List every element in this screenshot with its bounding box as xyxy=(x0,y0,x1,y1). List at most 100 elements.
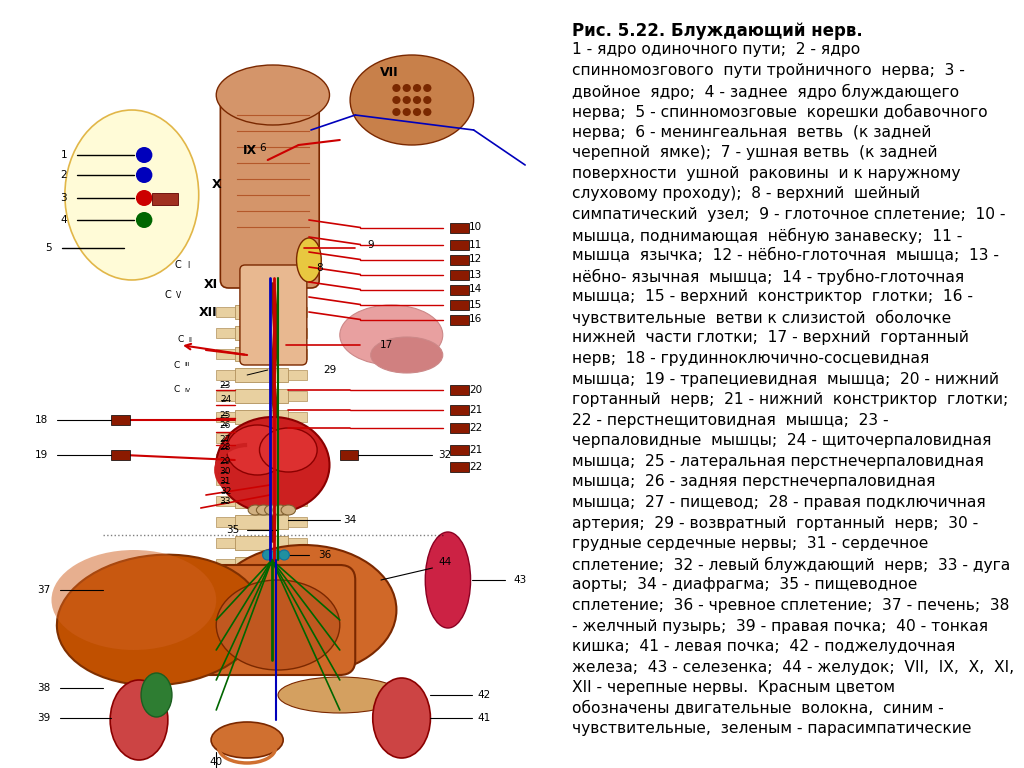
FancyBboxPatch shape xyxy=(234,431,289,445)
Ellipse shape xyxy=(262,550,272,560)
Text: 34: 34 xyxy=(343,515,356,525)
Text: артерия;  29 - возвратный  гортанный  нерв;  30 -: артерия; 29 - возвратный гортанный нерв;… xyxy=(571,515,978,531)
Text: 35: 35 xyxy=(226,525,240,535)
Ellipse shape xyxy=(136,212,153,228)
Text: 29: 29 xyxy=(220,458,231,466)
Text: 1 - ядро одиночного пути;  2 - ядро: 1 - ядро одиночного пути; 2 - ядро xyxy=(571,42,860,58)
Ellipse shape xyxy=(423,96,431,104)
Ellipse shape xyxy=(282,505,296,515)
FancyBboxPatch shape xyxy=(289,328,307,338)
Text: мышца;  27 - пищевод;  28 - правая подключичная: мышца; 27 - пищевод; 28 - правая подключ… xyxy=(571,495,985,510)
Text: 11: 11 xyxy=(469,240,482,250)
Text: 20: 20 xyxy=(469,385,482,395)
Text: IV: IV xyxy=(184,388,190,392)
FancyBboxPatch shape xyxy=(450,223,469,233)
Text: 1: 1 xyxy=(60,150,68,160)
Ellipse shape xyxy=(392,108,400,116)
FancyBboxPatch shape xyxy=(289,496,307,506)
Ellipse shape xyxy=(392,84,400,92)
Text: гортанный  нерв;  21 - нижний  констриктор  глотки;: гортанный нерв; 21 - нижний констриктор … xyxy=(571,392,1008,407)
Text: 31: 31 xyxy=(220,478,231,486)
Text: мышца, поднимающая  нёбную занавеску;  11 -: мышца, поднимающая нёбную занавеску; 11 … xyxy=(571,227,963,243)
Text: 10: 10 xyxy=(469,223,482,233)
Text: нерва;  6 - менингеальная  ветвь  (к задней: нерва; 6 - менингеальная ветвь (к задней xyxy=(571,124,931,140)
Text: нёбно- язычная  мышца;  14 - трубно-глоточная: нёбно- язычная мышца; 14 - трубно-глоточ… xyxy=(571,269,964,285)
Ellipse shape xyxy=(297,238,322,282)
Text: Рис. 5.22. Блуждающий нерв.: Рис. 5.22. Блуждающий нерв. xyxy=(571,22,862,39)
FancyBboxPatch shape xyxy=(112,415,130,425)
FancyBboxPatch shape xyxy=(450,300,469,310)
FancyBboxPatch shape xyxy=(289,370,307,380)
FancyBboxPatch shape xyxy=(340,450,358,460)
FancyBboxPatch shape xyxy=(289,307,307,317)
FancyBboxPatch shape xyxy=(234,368,289,382)
Text: 8: 8 xyxy=(315,263,323,273)
FancyBboxPatch shape xyxy=(216,496,234,506)
FancyBboxPatch shape xyxy=(112,450,130,460)
Text: - желчный пузырь;  39 - правая почка;  40 - тонкая: - желчный пузырь; 39 - правая почка; 40 … xyxy=(571,618,988,634)
Text: слуховому проходу);  8 - верхний  шейный: слуховому проходу); 8 - верхний шейный xyxy=(571,187,920,201)
Text: спинномозгового  пути тройничного  нерва;  3 -: спинномозгового пути тройничного нерва; … xyxy=(571,63,965,78)
Text: 32: 32 xyxy=(220,488,231,496)
Text: 14: 14 xyxy=(469,284,482,294)
FancyBboxPatch shape xyxy=(216,517,234,527)
Text: мышца;  26 - задняя перстнечерпаловидная: мышца; 26 - задняя перстнечерпаловидная xyxy=(571,475,935,489)
Text: VII: VII xyxy=(380,67,398,80)
FancyBboxPatch shape xyxy=(234,494,289,508)
Text: III: III xyxy=(184,362,190,368)
Ellipse shape xyxy=(270,550,282,560)
Text: C: C xyxy=(174,386,180,395)
Text: C: C xyxy=(174,360,180,369)
Text: 23: 23 xyxy=(220,380,231,389)
FancyBboxPatch shape xyxy=(216,412,234,422)
Ellipse shape xyxy=(136,167,153,183)
Ellipse shape xyxy=(279,677,401,713)
Text: XII: XII xyxy=(199,306,217,319)
Text: 2: 2 xyxy=(60,170,68,180)
FancyBboxPatch shape xyxy=(450,254,469,264)
FancyBboxPatch shape xyxy=(289,349,307,359)
FancyBboxPatch shape xyxy=(234,473,289,487)
FancyBboxPatch shape xyxy=(234,578,289,592)
Text: 42: 42 xyxy=(477,690,490,700)
Text: черпаловидные  мышцы;  24 - щиточерпаловидная: черпаловидные мышцы; 24 - щиточерпаловид… xyxy=(571,433,991,449)
Text: 44: 44 xyxy=(438,557,452,567)
Text: C: C xyxy=(175,260,181,270)
Ellipse shape xyxy=(65,110,199,280)
Ellipse shape xyxy=(371,337,442,373)
FancyBboxPatch shape xyxy=(240,265,307,365)
Text: 3: 3 xyxy=(60,193,68,203)
Ellipse shape xyxy=(111,680,168,760)
Text: 43: 43 xyxy=(513,575,526,585)
FancyBboxPatch shape xyxy=(216,559,234,569)
Text: 30: 30 xyxy=(220,468,231,476)
Text: 36: 36 xyxy=(317,550,331,560)
Text: 21: 21 xyxy=(469,445,482,455)
FancyBboxPatch shape xyxy=(234,347,289,361)
Text: V: V xyxy=(175,290,181,300)
Ellipse shape xyxy=(280,550,290,560)
Ellipse shape xyxy=(57,554,262,685)
FancyBboxPatch shape xyxy=(234,452,289,466)
Ellipse shape xyxy=(350,55,474,145)
Text: X: X xyxy=(211,178,221,191)
Text: 4: 4 xyxy=(60,215,68,225)
FancyBboxPatch shape xyxy=(289,517,307,527)
Text: 19: 19 xyxy=(35,450,48,460)
Ellipse shape xyxy=(216,65,330,125)
Text: 41: 41 xyxy=(477,713,490,723)
Text: мышца;  25 - латеральная перстнечерпаловидная: мышца; 25 - латеральная перстнечерпалови… xyxy=(571,454,984,469)
Text: симпатический  узел;  9 - глоточное сплетение;  10 -: симпатический узел; 9 - глоточное сплете… xyxy=(571,207,1006,222)
Text: аорты;  34 - диафрагма;  35 - пищеводное: аорты; 34 - диафрагма; 35 - пищеводное xyxy=(571,578,918,592)
Text: I: I xyxy=(187,260,189,270)
Text: 25: 25 xyxy=(220,411,231,419)
Ellipse shape xyxy=(425,532,471,628)
Text: мышца;  19 - трапециевидная  мышца;  20 - нижний: мышца; 19 - трапециевидная мышца; 20 - н… xyxy=(571,372,998,386)
FancyBboxPatch shape xyxy=(220,92,319,288)
FancyBboxPatch shape xyxy=(450,270,469,280)
FancyBboxPatch shape xyxy=(234,515,289,529)
Text: 29: 29 xyxy=(323,365,336,375)
FancyBboxPatch shape xyxy=(450,240,469,250)
FancyBboxPatch shape xyxy=(234,599,289,613)
Text: чувствительные  ветви к слизистой  оболочке: чувствительные ветви к слизистой оболочк… xyxy=(571,310,951,326)
